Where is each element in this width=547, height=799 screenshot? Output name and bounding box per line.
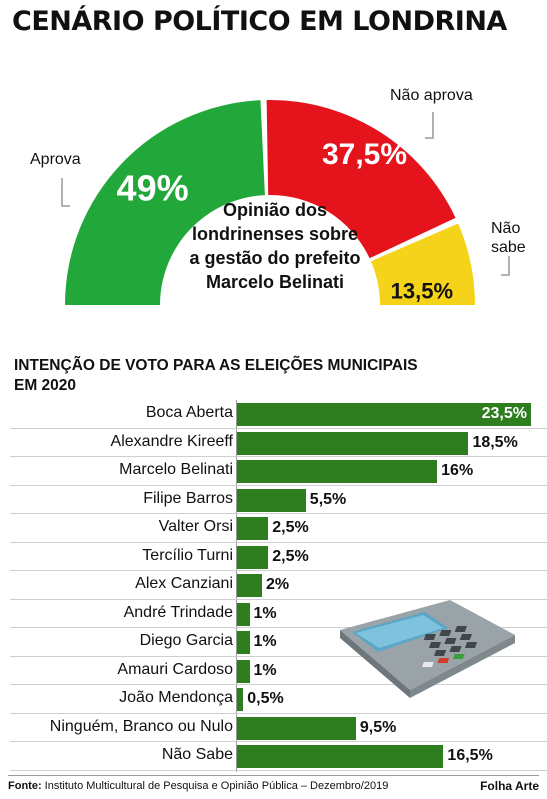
gauge-slice-2 [370, 223, 475, 305]
bar-value-label: 16% [441, 462, 474, 479]
bar-row: Alex Canziani 2% [0, 571, 547, 600]
ballot-box-icon [340, 600, 515, 698]
bar-row: Filipe Barros 5,5% [0, 486, 547, 514]
gauge-subtitle-line-2: a gestão do prefeito [189, 248, 360, 268]
bar-chart-axis [236, 400, 237, 772]
bar-value-label: 2% [266, 576, 290, 593]
bar [237, 574, 263, 597]
bar-value-label: 1% [253, 661, 277, 679]
row-divider [10, 598, 547, 600]
callout-nao-sabe-line-1: sabe [491, 239, 526, 256]
bar-category-label: Valter Orsi [158, 518, 233, 535]
bar [237, 631, 250, 654]
row-divider [10, 655, 547, 657]
bar-value-label: 5,5% [309, 490, 347, 508]
vote-intention-title: INTENÇÃO DE VOTO PARA AS ELEIÇÕES MUNICI… [14, 356, 514, 396]
bar-category-label: João Mendonça [119, 689, 233, 706]
row-divider [10, 456, 547, 457]
bar-category-label: Filipe Barros [143, 489, 233, 507]
bar-row: Diego Garcia 1% [0, 628, 547, 657]
approval-gauge-chart: 49% 37,5% 13,5% Opinião dos londrinenses sob… [30, 87, 526, 305]
callout-nao-aprova: Não aprova [390, 87, 473, 104]
row-divider [10, 427, 547, 429]
callout-aprova: Aprova [30, 151, 81, 168]
bar-value-label: 0,5% [247, 690, 284, 707]
bar-category-label: Tercílio Turni [142, 546, 233, 564]
source-text: Instituto Multicultural de Pesquisa e Op… [44, 780, 389, 792]
row-divider [10, 684, 547, 685]
bar-category-label: Diego Garcia [139, 632, 233, 649]
gauge-subtitle-line-1: londrinenses sobre [192, 224, 358, 244]
bar-value-label: 16,5% [447, 747, 493, 764]
bar [237, 659, 250, 683]
bar [237, 745, 444, 768]
bar-row: João Mendonça 0,5% [0, 685, 547, 714]
bar [237, 688, 244, 711]
vote-intention-title-line-1: INTENÇÃO DE VOTO PARA AS ELEIÇÕES MUNICI… [14, 357, 418, 374]
bar [237, 431, 469, 455]
bar-row: Marcelo Belinati 16% [0, 457, 547, 486]
bar-row: Alexandre Kireeff 18,5% [0, 429, 547, 457]
row-divider [10, 570, 547, 571]
row-divider [10, 484, 547, 486]
bar-row: Tercílio Turni 2,5% [0, 543, 547, 571]
bar-category-label: Não Sabe [161, 746, 233, 763]
gauge-subtitle-line-0: Opinião dos [223, 200, 327, 220]
source-label: Fonte: [8, 780, 42, 792]
bar-category-label: Alexandre Kireeff [110, 432, 233, 450]
callout-nao-aprova-line [425, 112, 434, 139]
row-divider [10, 541, 547, 543]
gauge-slice-1 [266, 100, 456, 259]
bar-row: Ninguém, Branco ou Nulo 9,5% [0, 714, 547, 742]
bar-value-label: 2,5% [272, 547, 309, 565]
bar-row: Boca Aberta 23,5% [0, 400, 547, 429]
row-divider [10, 627, 547, 628]
bar [237, 602, 250, 626]
gauge-value-label-1: 37,5% [322, 138, 407, 171]
bar-category-label: Marcelo Belinati [119, 461, 233, 478]
gauge-slice-0 [65, 100, 265, 305]
row-divider [10, 769, 547, 771]
bar [237, 488, 306, 512]
bar-category-label: Ninguém, Branco ou Nulo [49, 717, 233, 735]
credit: Folha Arte [480, 779, 539, 793]
bar-row: Não Sabe 16,5% [0, 742, 547, 771]
gauge-subtitle-line-3: Marcelo Belinati [206, 272, 344, 292]
bar-row: Amauri Cardoso 1% [0, 657, 547, 685]
callout-nao-sabe-line [501, 256, 510, 276]
bar [237, 545, 269, 569]
callout-aprova-line [61, 178, 70, 207]
vote-intention-bar-chart: Boca Aberta 23,5% Alexandre Kireeff 18,5% Ma… [0, 400, 547, 772]
bar-value-label: 18,5% [472, 433, 518, 451]
bar [237, 517, 269, 540]
bar-value-label: 2,5% [272, 519, 309, 536]
bar [237, 716, 356, 740]
bar-value-label: 1% [253, 604, 277, 622]
row-divider [10, 712, 547, 714]
row-divider [10, 513, 547, 514]
bar-category-label: Alex Canziani [135, 575, 233, 592]
gauge-value-label-2: 13,5% [391, 278, 453, 303]
page-title: CENÁRIO POLÍTICO EM LONDRINA [12, 6, 507, 37]
callout-nao-sabe-line-0: Não [491, 220, 520, 237]
bar-row: André Trindade 1% [0, 600, 547, 628]
gauge-value-label-0: 49% [117, 168, 189, 209]
bar-row: Valter Orsi 2,5% [0, 514, 547, 543]
vote-intention-title-line-2: EM 2020 [14, 377, 77, 394]
footer: Fonte: Instituto Multicultural de Pesqui… [8, 775, 539, 796]
bar [237, 460, 438, 483]
bar-category-label: Boca Aberta [145, 404, 233, 421]
bar-value-label: 23,5% [481, 405, 527, 422]
bar-category-label: Amauri Cardoso [117, 660, 233, 678]
bar-category-label: André Trindade [123, 603, 233, 621]
bar [237, 403, 531, 426]
row-divider [10, 741, 547, 742]
bar-value-label: 9,5% [359, 718, 397, 736]
bar-value-label: 1% [253, 633, 277, 650]
